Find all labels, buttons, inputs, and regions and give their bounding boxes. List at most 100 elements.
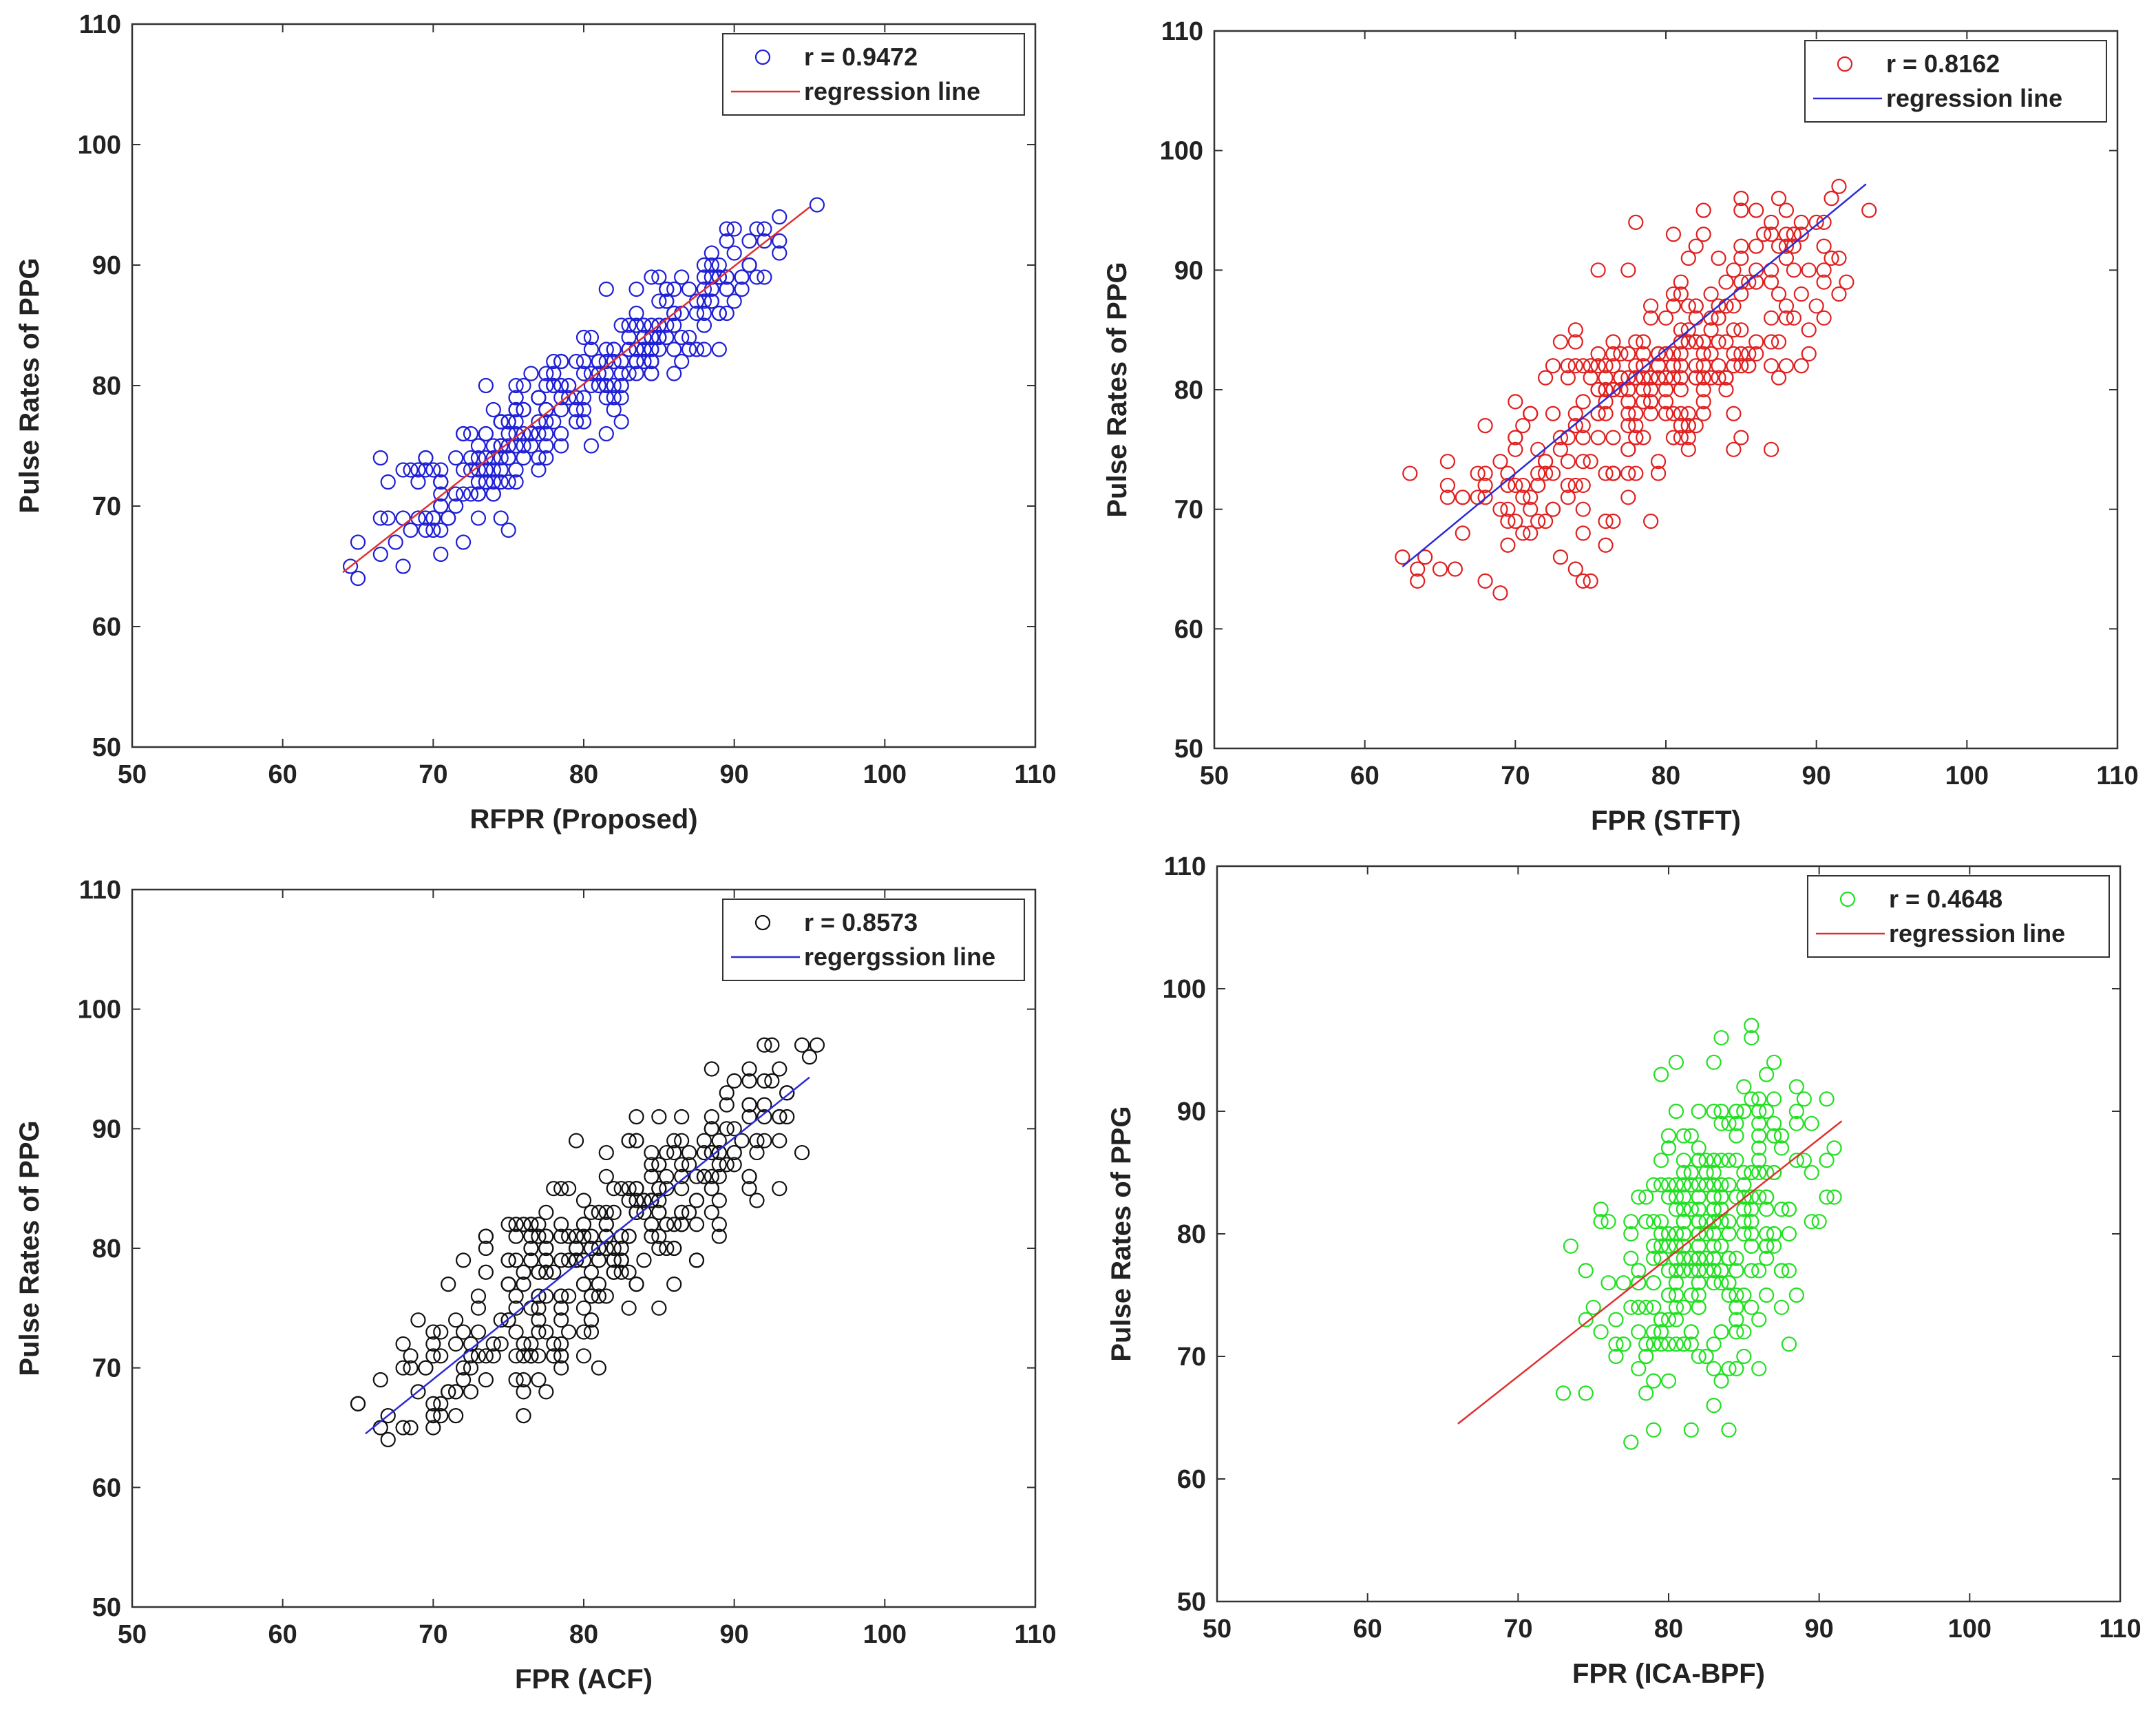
data-point — [628, 1276, 644, 1292]
data-point — [1432, 561, 1448, 577]
data-point — [1763, 334, 1779, 350]
data-point — [448, 1408, 464, 1424]
data-point — [1736, 1189, 1752, 1205]
data-point — [1646, 1373, 1662, 1389]
data-point — [613, 317, 629, 333]
data-point — [568, 401, 584, 418]
data-point — [1680, 298, 1696, 314]
data-point — [666, 1133, 682, 1148]
data-point — [508, 1372, 524, 1388]
data-point — [1673, 346, 1689, 362]
x-tick-label: 100 — [863, 1620, 907, 1649]
data-point — [493, 414, 509, 430]
data-point — [1616, 1336, 1631, 1352]
data-point — [651, 1300, 667, 1316]
data-point — [1688, 298, 1704, 314]
data-point — [606, 1264, 622, 1280]
data-point — [575, 366, 592, 381]
data-point — [704, 1204, 719, 1221]
data-point — [425, 522, 441, 538]
data-point — [613, 1264, 629, 1280]
data-point — [485, 438, 501, 454]
data-point — [659, 329, 675, 346]
data-point — [606, 353, 622, 370]
data-point — [1688, 238, 1704, 254]
data-point — [1706, 1263, 1722, 1279]
data-point — [1691, 1238, 1706, 1254]
data-point — [1628, 430, 1644, 445]
data-point — [1523, 406, 1539, 421]
data-point — [726, 1157, 742, 1173]
data-point — [1721, 1214, 1737, 1230]
data-point — [1598, 406, 1614, 421]
data-point — [1808, 298, 1824, 314]
data-point — [531, 1324, 547, 1340]
data-point — [644, 1144, 659, 1161]
data-point — [1721, 1275, 1737, 1291]
data-point — [500, 426, 516, 442]
data-point — [1590, 381, 1606, 398]
data-point — [531, 1348, 547, 1364]
data-point — [1578, 1312, 1594, 1327]
data-point — [651, 269, 667, 285]
data-point — [1781, 1226, 1797, 1242]
data-point — [591, 1360, 606, 1376]
data-point — [644, 353, 659, 370]
data-point — [1680, 406, 1696, 421]
data-point — [470, 1288, 487, 1304]
data-point — [1736, 1324, 1752, 1340]
data-point — [516, 401, 531, 418]
data-point — [1688, 358, 1704, 374]
data-point — [1801, 262, 1817, 278]
data-point — [681, 281, 697, 297]
data-point — [553, 401, 569, 418]
data-point — [1660, 1177, 1677, 1193]
data-point — [1788, 1079, 1804, 1095]
data-point — [553, 353, 569, 370]
data-point — [1744, 1201, 1759, 1217]
data-point — [1673, 417, 1689, 434]
data-point — [598, 1144, 614, 1161]
data-point — [1673, 370, 1689, 386]
data-point — [575, 1217, 592, 1232]
data-point — [561, 1181, 577, 1197]
data-point — [659, 281, 675, 297]
data-point — [1439, 454, 1456, 470]
data-point — [1636, 381, 1651, 398]
data-point — [478, 474, 494, 490]
data-point — [1665, 430, 1682, 445]
y-tick-label: 60 — [1177, 1465, 1206, 1494]
data-point — [711, 342, 727, 357]
data-point — [1711, 310, 1726, 326]
data-point — [1563, 1238, 1578, 1254]
data-point — [681, 342, 697, 357]
data-point — [1703, 322, 1719, 338]
regression-line — [365, 1076, 810, 1435]
data-point — [1658, 381, 1674, 398]
data-point — [801, 1049, 818, 1065]
data-point — [583, 1264, 600, 1280]
x-tick-label: 110 — [2096, 762, 2138, 790]
data-point — [1545, 501, 1561, 517]
data-point — [644, 366, 659, 381]
data-point — [1515, 490, 1531, 505]
data-point — [538, 1204, 554, 1221]
data-point — [1613, 346, 1629, 362]
data-point — [598, 281, 614, 297]
data-point — [1721, 1250, 1737, 1266]
data-point — [1395, 549, 1410, 565]
y-tick-label: 60 — [92, 1473, 121, 1502]
data-point — [1778, 358, 1795, 374]
data-point — [651, 293, 667, 309]
data-point — [1698, 1177, 1714, 1193]
data-point — [1741, 274, 1757, 290]
data-point — [1713, 1324, 1729, 1340]
data-point — [583, 1312, 600, 1328]
data-point — [1804, 1214, 1819, 1230]
data-point — [1683, 1164, 1699, 1181]
y-tick-label: 70 — [1174, 496, 1203, 525]
data-point — [1759, 1287, 1775, 1303]
data-point — [1729, 1361, 1744, 1376]
data-point — [1668, 1226, 1684, 1242]
data-point — [1759, 1226, 1775, 1242]
